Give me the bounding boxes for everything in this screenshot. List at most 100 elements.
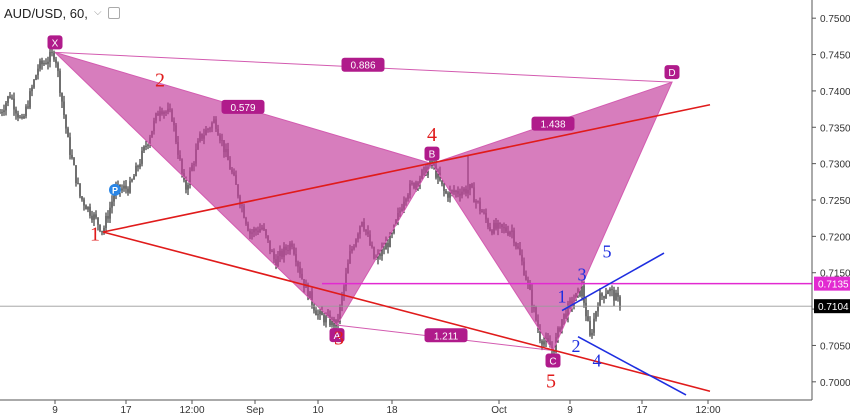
y-tick-label: 0.7500 (820, 14, 850, 25)
ratio-label: 1.211 (424, 328, 468, 343)
candle-body (33, 79, 35, 88)
candle-body (47, 61, 49, 64)
candle-body (1, 112, 3, 114)
candle-body (71, 154, 73, 159)
x-tick-label: 12:00 (179, 405, 204, 415)
candle-body (593, 318, 595, 333)
pattern-point-b-text: B (429, 150, 436, 161)
candle-body (5, 102, 7, 111)
candle-body (79, 183, 81, 197)
ratio-label-text: 0.886 (350, 61, 375, 72)
x-tick-label: Oct (491, 405, 507, 415)
candle-body (381, 248, 383, 257)
candle-body (619, 296, 621, 308)
ratio-label-text: 0.579 (230, 103, 255, 114)
wave-label-red: 1 (90, 224, 100, 246)
candle-body (63, 101, 65, 116)
pattern-point-a-text: A (334, 331, 341, 342)
pattern-point-x-bg (47, 35, 63, 50)
current-price-tag-bg (814, 299, 850, 314)
level-price-tag-bg (814, 276, 850, 291)
candle-body (615, 292, 617, 301)
y-tick-label: 0.7000 (820, 378, 850, 389)
candle-body (13, 98, 15, 110)
candle-body (135, 165, 137, 177)
candle-body (29, 91, 31, 108)
candle-body (579, 289, 581, 297)
candle-body (15, 109, 17, 114)
candle-body (123, 185, 125, 189)
pattern-point-b-bg (424, 146, 440, 161)
candle-body (445, 190, 447, 194)
candle-body (99, 224, 101, 231)
candle-body (321, 310, 323, 316)
ratio-label-bg (531, 116, 575, 131)
candle-body (541, 340, 543, 345)
candle-body (313, 304, 315, 311)
candle-body (331, 318, 333, 326)
candle-body (617, 292, 619, 297)
y-tick-label: 0.7350 (820, 123, 850, 134)
candle-body (125, 185, 127, 189)
candle-body (187, 185, 189, 190)
candle-body (543, 341, 545, 345)
candle-body (589, 320, 591, 336)
candle-body (95, 214, 97, 218)
candle-body (45, 63, 47, 65)
x-tick-label: 10 (312, 405, 324, 415)
candle-body (109, 207, 111, 219)
x-tick-label: 9 (567, 405, 573, 415)
candle-body (11, 97, 13, 99)
pattern-point-d-bg (664, 65, 680, 80)
blue-trendline (561, 252, 665, 312)
pattern-point-c-text: C (549, 357, 556, 368)
candle-body (129, 181, 131, 193)
candle-body (385, 242, 387, 250)
candle-body (145, 145, 147, 147)
candle-body (89, 206, 91, 216)
candle-body (127, 188, 129, 193)
candle-body (391, 233, 393, 235)
candle-body (583, 285, 585, 303)
candle-body (39, 60, 41, 69)
candle-body (69, 137, 71, 155)
chevron-down-icon[interactable]: ⌵ (94, 7, 102, 18)
candle-body (539, 329, 541, 341)
candle-body (93, 214, 95, 220)
candle-body (323, 315, 325, 323)
candle-body (185, 180, 187, 190)
candle-body (329, 314, 331, 326)
p-marker-text: P (112, 185, 118, 195)
candle-body (315, 310, 317, 316)
candle-body (59, 70, 61, 93)
candle-body (101, 230, 103, 232)
candle-body (137, 165, 139, 168)
wave-label-red: 3 (334, 328, 344, 350)
x-tick-label: Sep (246, 405, 264, 415)
candle-body (91, 215, 93, 220)
candle-body (103, 227, 105, 232)
y-tick-label: 0.7250 (820, 196, 850, 207)
y-tick-label: 0.7200 (820, 232, 850, 243)
pattern-point-x-text: X (52, 38, 59, 49)
candle-body (31, 87, 33, 92)
checkbox-icon[interactable] (107, 7, 120, 19)
candle-body (51, 51, 53, 53)
candle-body (611, 289, 613, 291)
ratio-label-bg (424, 328, 468, 343)
candle-body (0, 112, 1, 114)
level-price-tag-text: 0.7135 (818, 280, 849, 291)
y-tick-label: 0.7300 (820, 160, 850, 171)
pattern-point-a: A (329, 328, 345, 343)
x-tick-label: 17 (636, 405, 648, 415)
candle-body (383, 248, 385, 250)
candle-body (3, 110, 5, 113)
ratio-label-bg (341, 57, 385, 72)
candle-body (77, 183, 79, 185)
candle-body (21, 116, 23, 118)
candle-body (389, 233, 391, 248)
candle-body (601, 293, 603, 297)
candle-body (75, 165, 77, 184)
